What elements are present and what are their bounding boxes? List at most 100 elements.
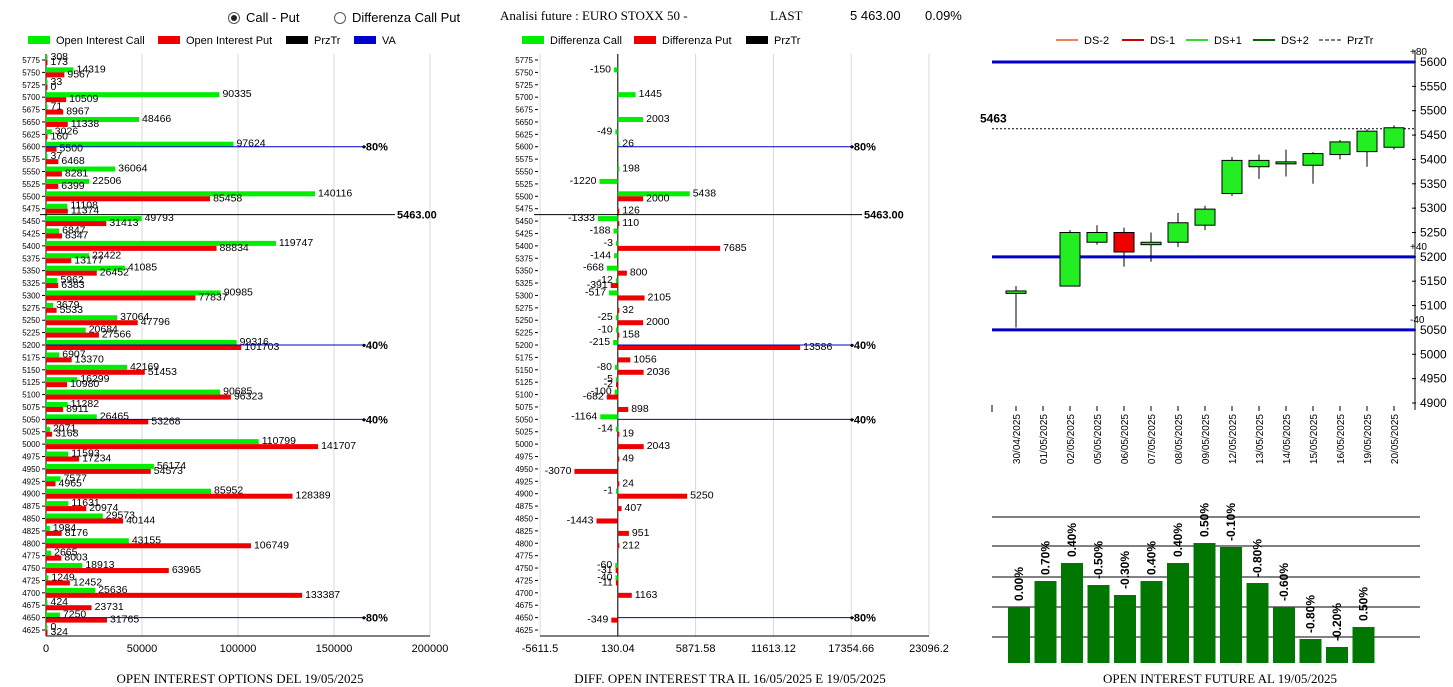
put-bar-label: -3070 (545, 465, 572, 477)
strike-label: 5175 (22, 353, 40, 362)
strike-label: 5225 (515, 329, 533, 338)
call-bar (46, 625, 48, 630)
strike-label: 5500 (22, 192, 40, 201)
call-bar-label: -60 (597, 559, 612, 571)
put-bar (611, 617, 618, 623)
call-bar-label: 7577 (64, 472, 88, 484)
put-bar (46, 580, 70, 586)
candle-body (1356, 130, 1378, 153)
call-bar (614, 364, 618, 370)
legend-swatch (746, 36, 768, 44)
put-bar (46, 295, 196, 301)
legend-swatch (354, 36, 376, 44)
legend-swatch (158, 36, 180, 44)
strike-label: 5675 (22, 106, 40, 115)
level-label: +40 (1410, 242, 1427, 253)
put-bar (46, 196, 211, 202)
put-bar (46, 84, 48, 90)
put-bar-label: -349 (587, 614, 608, 626)
price-label: 5463 (980, 112, 1007, 126)
strike-label: 4975 (22, 453, 40, 462)
y-tick-label: 5200 (1420, 250, 1447, 264)
candle-body (1167, 222, 1189, 243)
strike-label: 4825 (22, 527, 40, 536)
call-bar (617, 116, 644, 122)
put-bar (46, 183, 59, 189)
put-bar-label: 6383 (61, 279, 85, 291)
future-bar-label: 0.50% (1198, 503, 1212, 537)
candle-body (1302, 153, 1324, 166)
future-bar-label: 0.00% (1012, 567, 1026, 601)
strike-label: 5575 (515, 155, 533, 164)
strike-label: 5350 (22, 267, 40, 276)
put-bar-label: 10509 (69, 93, 98, 105)
future-title: Analisi future : EURO STOXX 50 - (500, 8, 688, 23)
put-bar (46, 617, 107, 623)
strike-label: 5300 (22, 291, 40, 300)
put-bar (46, 134, 48, 140)
va-label: •40% (362, 340, 388, 352)
radio-call-put[interactable]: Call - Put (228, 10, 299, 25)
y-tick-label: 5050 (1420, 323, 1447, 337)
price-label: 5463.00 (397, 210, 437, 222)
put-bar (617, 444, 644, 450)
put-bar (617, 332, 620, 338)
strike-label: 4850 (22, 514, 40, 523)
call-bar (614, 253, 618, 259)
put-bar-label: 110 (622, 217, 639, 229)
strike-label: 4625 (515, 626, 533, 635)
put-bar-label: 407 (625, 502, 643, 514)
future-bar (1114, 595, 1136, 663)
call-bar-label: 2071 (53, 423, 77, 435)
strike-label: 4900 (515, 490, 533, 499)
call-bar-label: -14 (598, 423, 613, 435)
call-bar-label: 140116 (318, 187, 352, 199)
y-tick-label: 5600 (1420, 55, 1447, 69)
call-bar (46, 228, 60, 234)
call-bar (46, 426, 50, 432)
call-bar (46, 587, 96, 593)
put-bar-label: 31413 (109, 217, 138, 229)
level-label: -40 (1410, 315, 1425, 326)
call-bar (46, 203, 68, 209)
strike-label: 5350 (515, 267, 533, 276)
legend-label: PrzTr (314, 35, 341, 47)
strike-label: 5550 (22, 168, 40, 177)
call-bar-label: -1333 (568, 212, 595, 224)
call-bar-label: -5 (604, 373, 613, 385)
va-label: •40% (362, 414, 388, 426)
call-bar (46, 79, 48, 85)
call-bar (615, 575, 618, 581)
caption-open-interest-future: OPEN INTEREST FUTURE AL 19/05/2025 (1102, 671, 1337, 686)
put-bar (617, 345, 801, 350)
future-bar-label: -0.80% (1251, 539, 1265, 577)
strike-label: 5650 (22, 118, 40, 127)
call-bar (46, 141, 234, 147)
strike-label: 5175 (515, 353, 533, 362)
candle-body (1194, 208, 1216, 226)
x-tick-label: 23096.2 (909, 643, 949, 655)
y-tick-label: 5550 (1420, 79, 1447, 93)
strike-label: 4775 (22, 552, 40, 561)
call-bar (46, 439, 259, 445)
call-bar (600, 414, 618, 420)
call-bar (46, 463, 154, 469)
put-bar (46, 221, 107, 227)
date-label: 08/05/2025 (1174, 414, 1185, 464)
radio-differenza[interactable]: Differenza Call Put (334, 10, 460, 25)
date-label: 14/05/2025 (1282, 414, 1293, 464)
call-bar (46, 129, 52, 135)
call-bar-label: 14319 (76, 63, 105, 75)
strike-label: 4950 (515, 465, 533, 474)
put-bar-label: 8176 (65, 527, 89, 539)
put-bar (610, 283, 618, 289)
strike-label: 4900 (22, 490, 40, 499)
put-bar (46, 121, 68, 127)
put-bar-label: 85458 (213, 192, 242, 204)
date-label: 13/05/2025 (1255, 414, 1266, 464)
strike-label: 4650 (22, 614, 40, 623)
call-bar-label: 56174 (157, 460, 186, 472)
call-bar (46, 191, 316, 197)
future-bar-label: 0.40% (1171, 523, 1185, 557)
strike-label: 5125 (22, 378, 40, 387)
